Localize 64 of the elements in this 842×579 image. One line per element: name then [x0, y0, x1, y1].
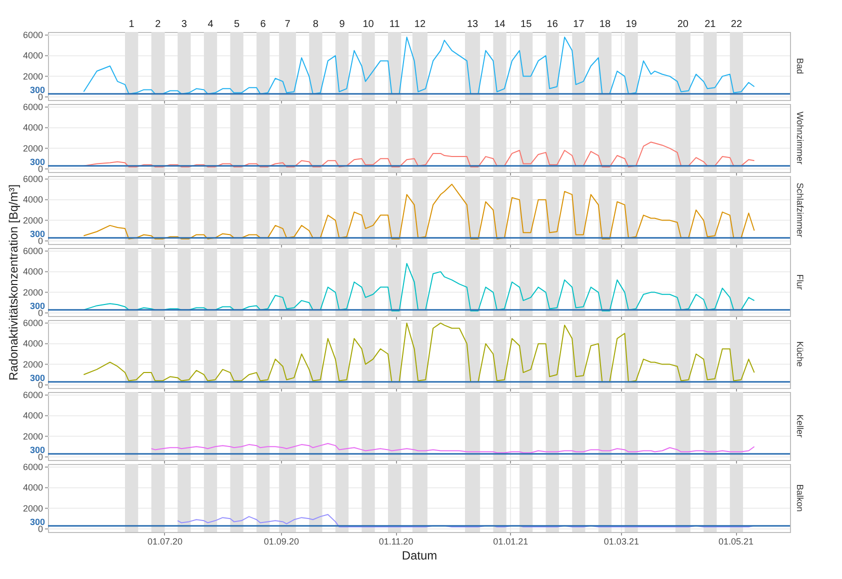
x-axis-title: Datum	[402, 548, 438, 562]
y-tick-label: 2000	[22, 359, 43, 370]
y-tick-label: 6000	[22, 462, 43, 472]
x-tick-label: 01.05.21	[718, 536, 754, 546]
band-label: 9	[339, 19, 346, 30]
line-series	[83, 36, 755, 94]
band-label: 14	[494, 19, 506, 30]
y-axis-title: Radonaktivitätskonzentration [Bq/m³]	[6, 184, 20, 381]
text: Schlafzimmer	[795, 182, 805, 238]
y-tick-label: 4000	[22, 266, 43, 277]
x-tick-label: 01.01.21	[493, 536, 528, 546]
text: Wohnzimmer	[795, 112, 805, 164]
y-tick-label: 6000	[22, 102, 43, 112]
band-label: 12	[414, 19, 426, 30]
band-label: 21	[704, 19, 716, 30]
y-tick-label: 2000	[22, 431, 43, 442]
text: Flur	[795, 274, 805, 290]
band-label: 18	[599, 19, 611, 30]
y-tick-label: 6000	[22, 174, 43, 184]
x-tick-label: 01.07.20	[147, 536, 182, 546]
band-label: 19	[626, 19, 638, 30]
x-tick-label: 01.11.20	[378, 536, 414, 546]
band-label: 15	[520, 19, 532, 30]
band-label: 22	[730, 19, 742, 30]
band-label: 2	[155, 19, 162, 30]
y-tick-label: 4000	[22, 50, 43, 61]
text: Balkon	[795, 484, 805, 512]
y-tick-label: 4000	[22, 338, 43, 349]
y-tick-label: 4000	[22, 482, 43, 493]
line-series	[83, 262, 755, 312]
y-tick-label: 2000	[22, 287, 43, 298]
band-label: 13	[466, 19, 479, 30]
text: Bad	[795, 58, 805, 74]
text: Küche	[795, 341, 805, 367]
y-tick-label: 6000	[22, 30, 43, 40]
band-label: 17	[573, 19, 585, 30]
y-tick-label: 2000	[22, 215, 43, 226]
y-tick-label: 6000	[22, 390, 43, 400]
y-tick-label: 6000	[22, 318, 43, 328]
y-tick-label: 4000	[22, 194, 43, 205]
y-tick-label: 2000	[22, 503, 43, 514]
band-label: 8	[312, 19, 319, 30]
band-label: 6	[260, 19, 266, 30]
band-label: 3	[181, 19, 188, 30]
line-series	[83, 184, 755, 240]
y-tick-label: 2000	[22, 71, 43, 82]
x-tick-label: 01.09.20	[264, 536, 299, 546]
x-tick-label: 01.03.21	[604, 536, 639, 546]
band-label: 20	[677, 19, 689, 30]
band-label: 10	[362, 19, 374, 30]
y-tick-label: 4000	[22, 410, 43, 421]
band-label: 5	[234, 19, 240, 30]
y-tick-label: 2000	[22, 143, 43, 154]
band-label: 11	[389, 19, 400, 30]
line-series	[83, 322, 755, 382]
y-tick-label: 6000	[22, 246, 43, 256]
line-series	[150, 443, 755, 454]
band-label: 7	[284, 19, 291, 30]
text: Keller	[795, 414, 805, 438]
band-label: 1	[128, 19, 135, 30]
y-tick-label: 4000	[22, 122, 43, 133]
band-label: 4	[208, 19, 214, 30]
line-series	[177, 514, 755, 528]
band-label: 16	[546, 19, 558, 30]
